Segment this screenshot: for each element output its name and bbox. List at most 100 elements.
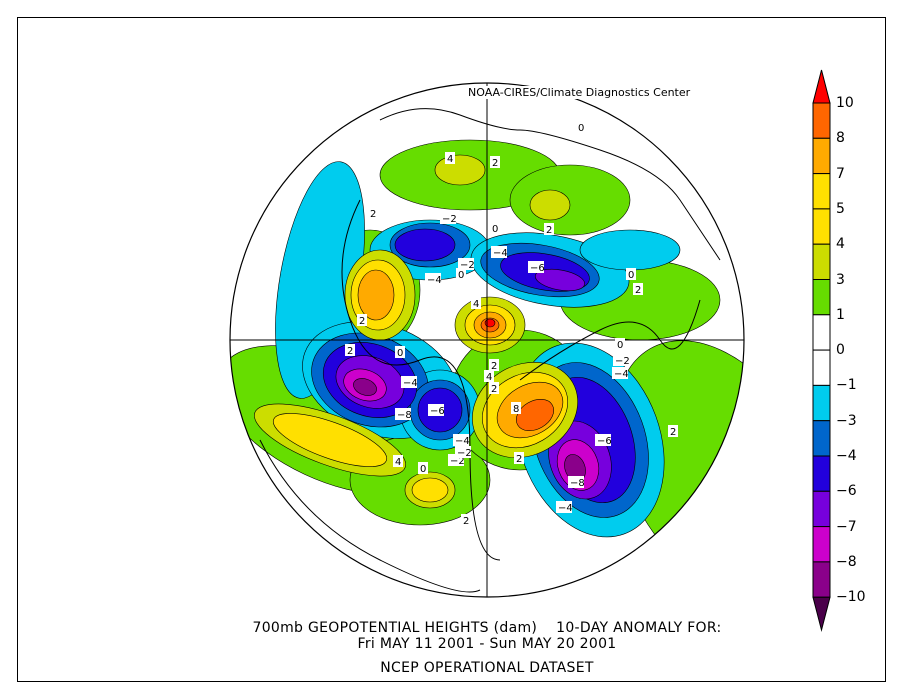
- coastline: [519, 299, 701, 381]
- contour-label-background: [471, 297, 481, 309]
- colorbar-label: 3: [836, 271, 845, 288]
- anomaly-region: [272, 413, 388, 467]
- contour-label-text: −2: [460, 260, 475, 271]
- anomaly-region: [434, 154, 486, 186]
- contour-label: 2: [668, 425, 678, 438]
- contour-label-text: 0: [617, 340, 623, 351]
- contour-label-text: 2: [370, 209, 376, 220]
- contour-label-background: [425, 273, 441, 285]
- anomaly-region: [353, 378, 377, 396]
- contour-label-background: [345, 344, 355, 356]
- contour-label: −4: [425, 273, 442, 286]
- contour-label-text: 2: [635, 285, 641, 296]
- contour-label-text: −6: [430, 406, 445, 417]
- colorbar-arrow-top: [812, 69, 831, 104]
- contour-label-text: −4: [455, 436, 470, 447]
- contour-label: 2: [544, 223, 554, 236]
- contour-label-text: −2: [457, 448, 472, 459]
- contour-label-background: [489, 359, 499, 371]
- contour-label: −4: [556, 501, 573, 514]
- contour-label-text: 2: [359, 316, 365, 327]
- coastline: [341, 199, 501, 561]
- contour-label-background: [368, 207, 378, 219]
- contour-label-text: −8: [397, 410, 412, 421]
- contour-label: 2: [490, 156, 500, 169]
- colorbar-box: [812, 526, 831, 563]
- contour-label-background: [612, 367, 628, 379]
- contour-label: 0: [615, 338, 625, 351]
- contour-label: 2: [368, 207, 378, 220]
- contour-label-text: 2: [491, 361, 497, 372]
- contour-label-background: [395, 408, 411, 420]
- contour-label: 4: [393, 455, 403, 468]
- contour-label-text: 2: [492, 158, 498, 169]
- contour-label-background: [633, 283, 643, 295]
- anomaly-region: [394, 228, 456, 262]
- credit-label: NOAA-CIRES/Climate Diagnostics Center: [466, 86, 693, 99]
- contour-label: 0: [418, 462, 428, 475]
- colorbar-label: 10: [836, 95, 854, 111]
- contour-label-text: 4: [395, 457, 401, 468]
- contour-label-background: [461, 514, 471, 526]
- contour-label-text: −4: [614, 369, 629, 380]
- contour-label: 8: [511, 402, 521, 415]
- contour-label-text: 4: [473, 299, 479, 310]
- contour-label-background: [458, 258, 474, 270]
- contour-label: 4: [471, 297, 481, 310]
- contour-label-text: 2: [347, 346, 353, 357]
- colorbar-label: −3: [836, 412, 857, 429]
- contour-label-background: [514, 452, 524, 464]
- colorbar-box: [812, 102, 831, 139]
- colorbar-label: 4: [836, 236, 845, 253]
- contour-label-background: [615, 338, 625, 350]
- contour-label-background: [440, 212, 456, 224]
- contour-label-background: [668, 425, 678, 437]
- contour-label-text: −6: [530, 263, 545, 274]
- colorbar-label: −7: [836, 518, 857, 535]
- contour-label-background: [428, 404, 444, 416]
- contour-label: 0: [576, 121, 586, 134]
- contour-label: −2: [613, 354, 630, 367]
- colorbar-box: [812, 243, 831, 280]
- contour-label: 0: [395, 346, 405, 359]
- contour-label: 2: [514, 452, 524, 465]
- contour-label-text: −4: [493, 248, 508, 259]
- contour-label: −6: [528, 261, 545, 274]
- colorbar-box: [812, 314, 831, 351]
- contour-label-background: [568, 476, 584, 488]
- contour-label-background: [445, 152, 455, 164]
- contour-label-background: [556, 501, 572, 513]
- contour-label-text: 0: [628, 270, 634, 281]
- contour-label-background: [393, 455, 403, 467]
- contour-label: −2: [455, 446, 472, 459]
- contour-label: −4: [612, 367, 629, 380]
- colorbar-box: [812, 455, 831, 492]
- contour-label-background: [455, 446, 471, 458]
- colorbar-label: 1: [836, 306, 845, 323]
- contour-label: 2: [357, 314, 367, 327]
- contour-label-text: 2: [491, 384, 497, 395]
- contour-label: 2: [461, 514, 471, 527]
- contour-label-text: 0: [420, 464, 426, 475]
- contour-label-background: [453, 434, 469, 446]
- contour-label-background: [490, 156, 500, 168]
- contour-label: −4: [401, 376, 418, 389]
- colorbar-box: [812, 349, 831, 386]
- anomaly-region: [529, 189, 571, 221]
- colorbar-box: [812, 279, 831, 316]
- colorbar-label: 5: [836, 200, 845, 217]
- title-line-2: Fri MAY 11 2001 - Sun MAY 20 2001: [357, 636, 617, 652]
- colorbar-label: 8: [836, 130, 845, 147]
- contour-label-text: 0: [458, 270, 464, 281]
- colorbar-box: [812, 173, 831, 210]
- coastline: [379, 108, 721, 261]
- anomaly-region: [411, 477, 449, 503]
- colorbar-arrow-bottom: [812, 596, 831, 632]
- title-line-3: NCEP OPERATIONAL DATASET: [380, 660, 594, 676]
- coastline: [259, 439, 481, 593]
- contour-label-background: [595, 434, 611, 446]
- contour-label-text: −2: [615, 356, 630, 367]
- contour-label-background: [490, 222, 500, 234]
- contour-label-background: [357, 314, 367, 326]
- contour-label-text: −4: [558, 503, 573, 514]
